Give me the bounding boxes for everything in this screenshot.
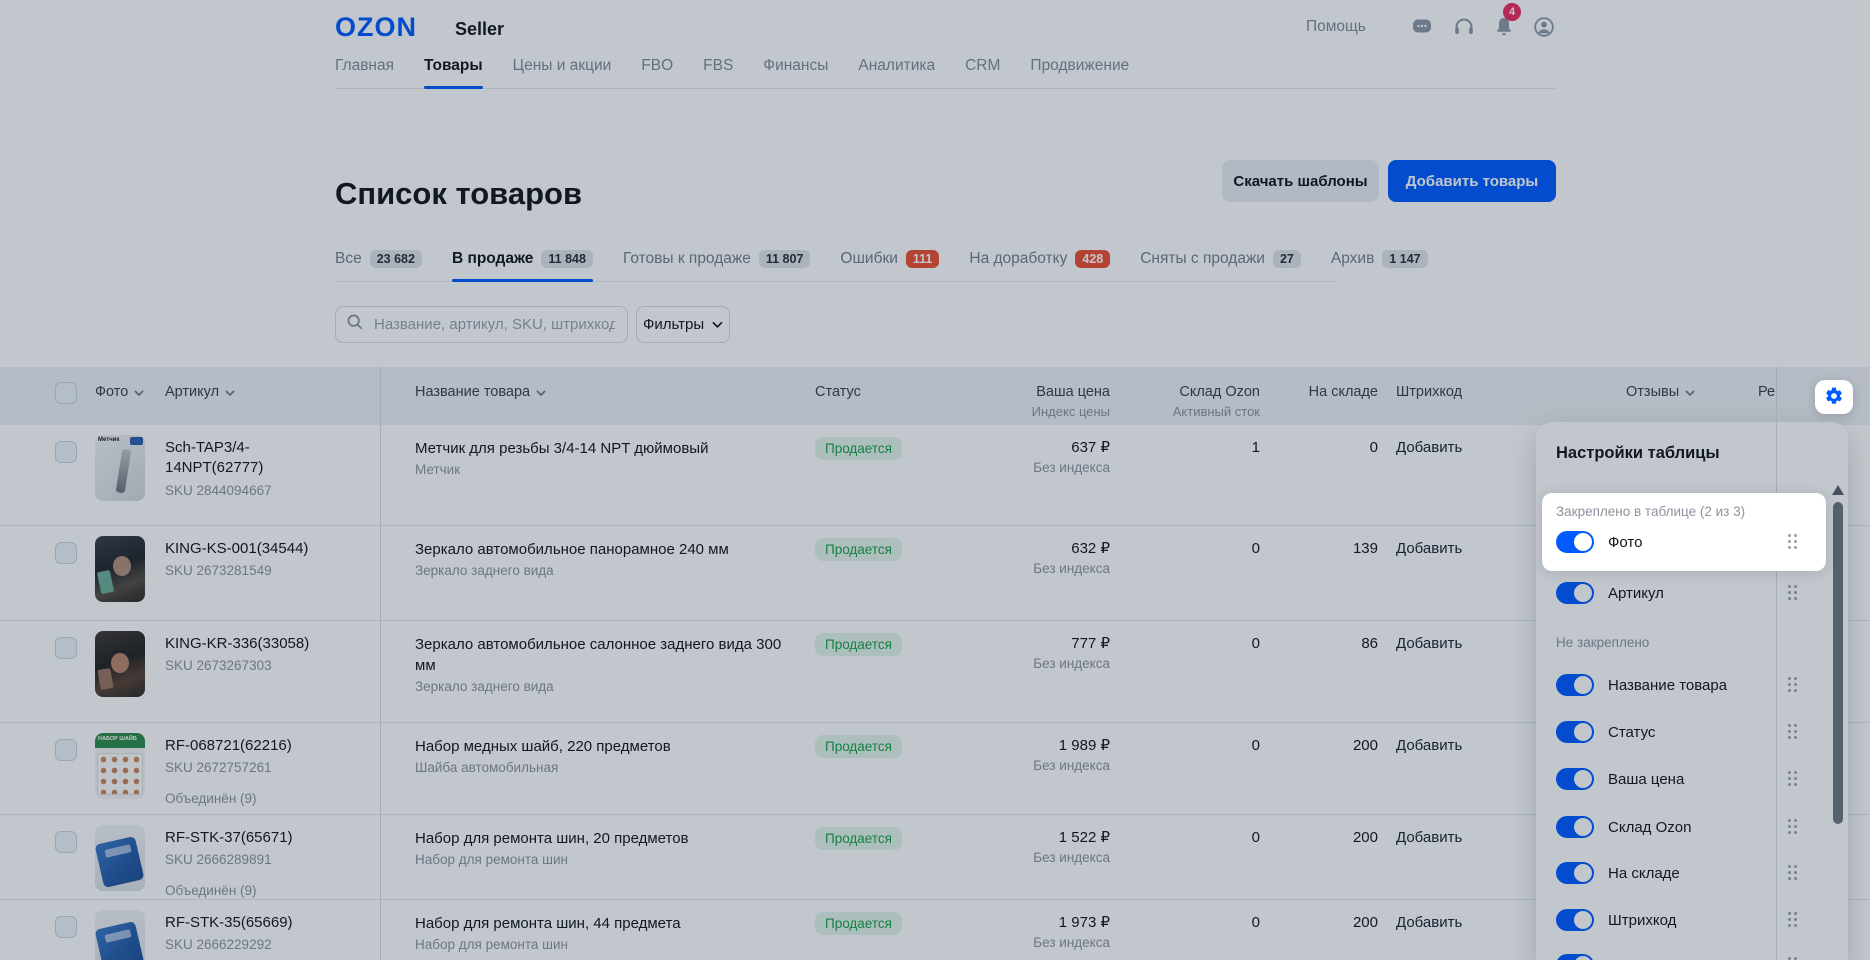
pinned-section-label: Закреплено в таблице (2 из 3): [1556, 504, 1745, 519]
toggle-switch[interactable]: [1556, 531, 1594, 553]
pinned-section-spotlight: Закреплено в таблице (2 из 3) Фото: [1542, 493, 1826, 571]
toggle-label: Фото: [1608, 534, 1642, 551]
gear-icon: [1824, 386, 1844, 409]
ozon-seller-page: OZON Seller Помощь 4 ГлавнаяТоварыЦены и…: [0, 0, 1870, 960]
settings-toggle-photo: Фото: [1556, 531, 1798, 553]
drag-handle-icon[interactable]: [1788, 534, 1798, 550]
dim-overlay: [0, 0, 1870, 960]
table-settings-gear-button[interactable]: [1815, 380, 1853, 414]
